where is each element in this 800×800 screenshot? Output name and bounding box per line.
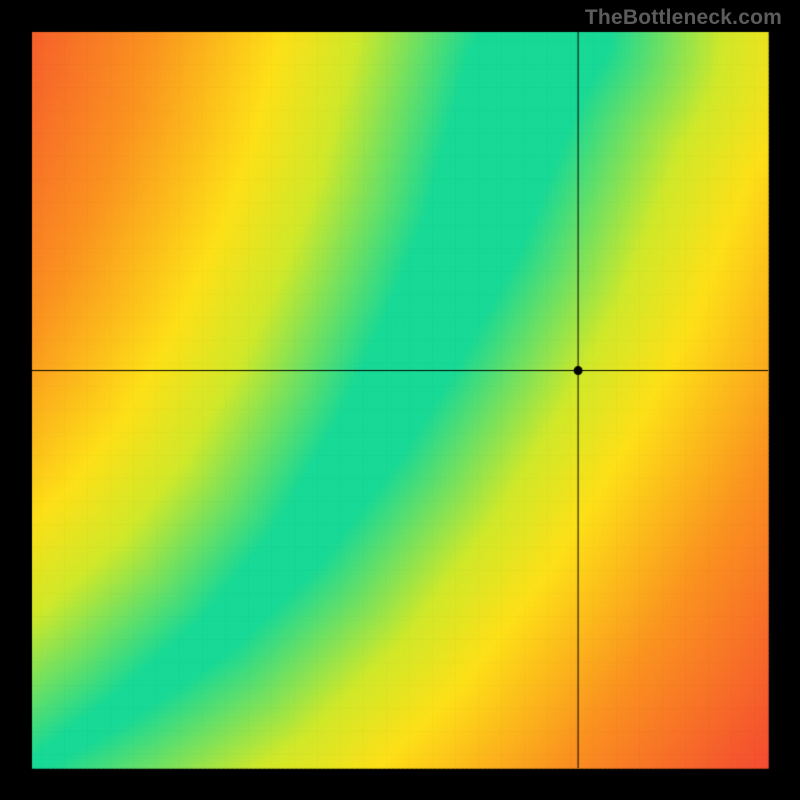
chart-container: TheBottleneck.com — [0, 0, 800, 800]
heatmap-canvas — [0, 0, 800, 800]
watermark-text: TheBottleneck.com — [585, 6, 782, 30]
